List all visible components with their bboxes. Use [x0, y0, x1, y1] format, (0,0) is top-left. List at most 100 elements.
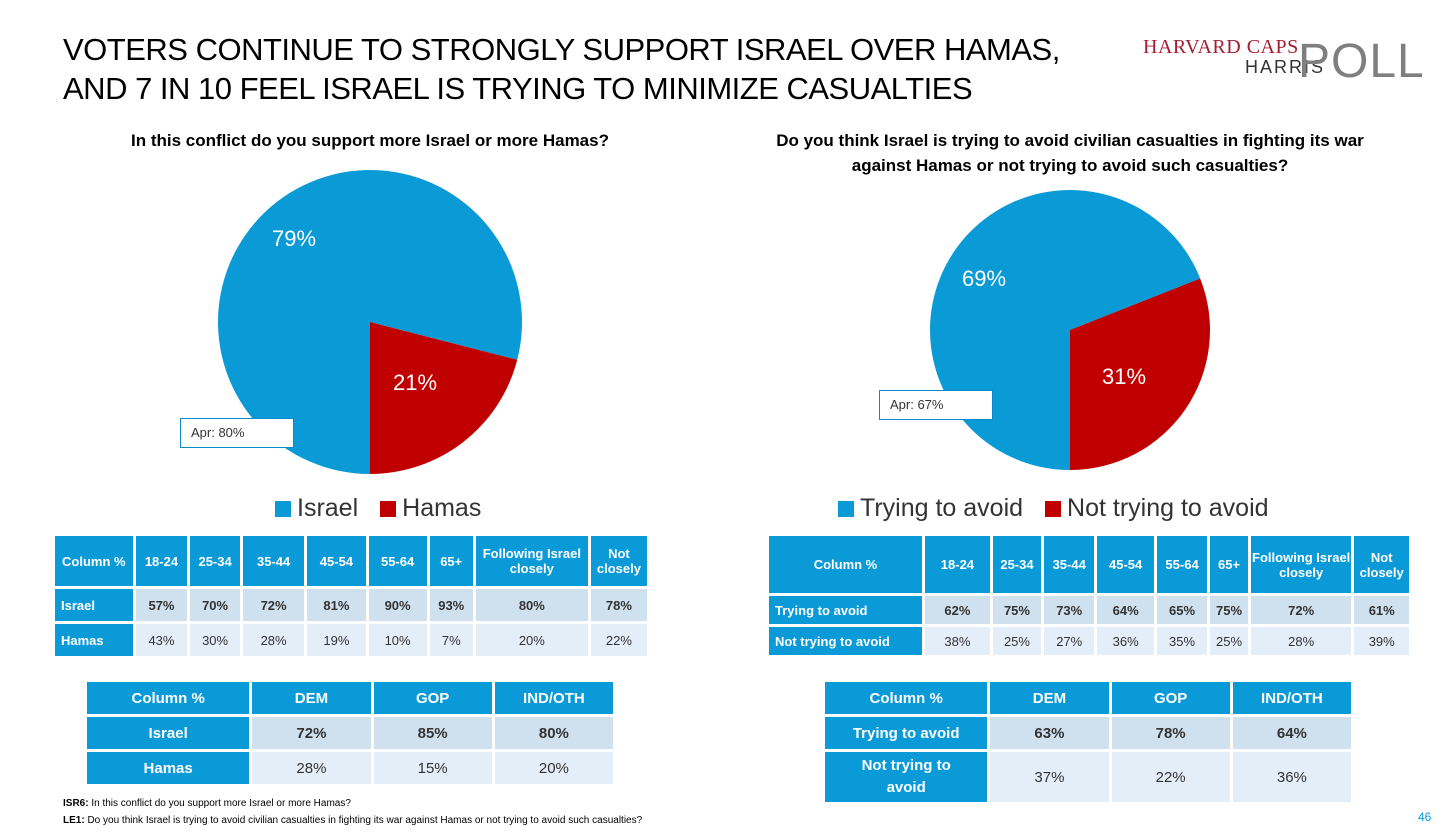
table-row: Hamas 43% 30% 28% 19% 10% 7% 20% 22%	[55, 624, 647, 656]
table-cell: 75%	[992, 596, 1042, 624]
table-header: 65+	[1210, 536, 1248, 593]
table-cell: 15%	[373, 752, 492, 784]
table-header: IND/OTH	[1232, 682, 1351, 714]
legend-label: Hamas	[402, 494, 482, 522]
table-cell: 64%	[1097, 596, 1154, 624]
table-cell: 61%	[1354, 596, 1409, 624]
table-cell: 72%	[242, 589, 305, 621]
table-cell: 27%	[1044, 627, 1095, 655]
row-label: Trying to avoid	[825, 717, 988, 749]
legend-label: Trying to avoid	[860, 494, 1024, 522]
footnote-code: LE1:	[63, 815, 85, 826]
table-header: DEM	[990, 682, 1109, 714]
table-header: 18-24	[924, 536, 990, 593]
table-cell: 90%	[368, 589, 427, 621]
table-row: Trying to avoid 62% 75% 73% 64% 65% 75% …	[769, 596, 1409, 624]
pie-slice-hamas	[370, 322, 518, 474]
pie-value-label: 79%	[272, 226, 316, 251]
table-header: 55-64	[1156, 536, 1208, 593]
table-row: Not trying to avoid 38% 25% 27% 36% 35% …	[769, 627, 1409, 655]
table-cell: 57%	[135, 589, 188, 621]
right-party-table: Column % DEM GOP IND/OTH Trying to avoid…	[822, 679, 1354, 805]
table-cell: 64%	[1232, 717, 1351, 749]
left-legend: Israel Hamas	[275, 494, 495, 523]
table-cell: 80%	[494, 717, 613, 749]
footnote-code: ISR6:	[63, 798, 89, 809]
table-cell: 43%	[135, 624, 188, 656]
page-title: VOTERS CONTINUE TO STRONGLY SUPPORT ISRA…	[63, 32, 1060, 106]
table-header: 25-34	[992, 536, 1042, 593]
table-cell: 25%	[1210, 627, 1248, 655]
table-header: 45-54	[307, 536, 366, 586]
table-cell: 78%	[1111, 717, 1230, 749]
table-cell: 80%	[475, 589, 588, 621]
table-cell: 10%	[368, 624, 427, 656]
table-cell: 78%	[590, 589, 647, 621]
table-cell: 37%	[990, 752, 1109, 802]
table-cell: 72%	[252, 717, 371, 749]
table-header-row: Column % 18-24 25-34 35-44 45-54 55-64 6…	[55, 536, 647, 586]
pie-slice-trying-to-avoid	[930, 190, 1201, 471]
row-label: Hamas	[55, 624, 133, 656]
row-label: Israel	[55, 589, 133, 621]
table-header-row: Column % 18-24 25-34 35-44 45-54 55-64 6…	[769, 536, 1409, 593]
table-cell: 30%	[190, 624, 240, 656]
support-pie-chart: 79% 21%	[218, 170, 522, 474]
table-header: Following Israel closely	[475, 536, 588, 586]
table-cell: 36%	[1232, 752, 1351, 802]
table-header: GOP	[1111, 682, 1230, 714]
table-header: Column %	[769, 536, 922, 593]
table-cell: 28%	[1250, 627, 1352, 655]
legend-item-not-trying: Not trying to avoid	[1045, 494, 1269, 523]
table-cell: 39%	[1354, 627, 1409, 655]
table-header: 65+	[429, 536, 473, 586]
table-header: Following Israel closely	[1250, 536, 1352, 593]
table-header: 55-64	[368, 536, 427, 586]
table-header: 18-24	[135, 536, 188, 586]
legend-label: Not trying to avoid	[1067, 494, 1269, 522]
logo-line-1: HARVARD CAPS	[1143, 36, 1299, 58]
legend-item-israel: Israel	[275, 494, 358, 523]
table-header: Column %	[55, 536, 133, 586]
table-header: GOP	[373, 682, 492, 714]
table-cell: 70%	[190, 589, 240, 621]
footnote-text: Do you think Israel is trying to avoid c…	[84, 815, 643, 826]
table-header: DEM	[252, 682, 371, 714]
pie-value-label: 69%	[962, 266, 1006, 291]
footnote-text: In this conflict do you support more Isr…	[88, 798, 351, 809]
table-header: 45-54	[1097, 536, 1154, 593]
logo-line-3: POLL	[1298, 35, 1425, 88]
table-cell: 20%	[494, 752, 613, 784]
table-cell: 81%	[307, 589, 366, 621]
row-label: Trying to avoid	[769, 596, 922, 624]
table-header: Not closely	[1354, 536, 1409, 593]
harvard-caps-harris-poll-logo: HARVARD CAPS HARRIS POLL	[1136, 35, 1436, 88]
table-row: Not trying to avoid 37% 22% 36%	[825, 752, 1351, 802]
pie-slice-not-trying-to-avoid	[1070, 278, 1210, 470]
row-label: Not trying to avoid	[825, 752, 988, 802]
table-row: Israel 57% 70% 72% 81% 90% 93% 80% 78%	[55, 589, 647, 621]
table-row: Trying to avoid 63% 78% 64%	[825, 717, 1351, 749]
table-cell: 65%	[1156, 596, 1208, 624]
table-cell: 73%	[1044, 596, 1095, 624]
footnote-isr6: ISR6: In this conflict do you support mo…	[63, 798, 351, 809]
page-number: 46	[1418, 810, 1432, 824]
table-cell: 63%	[990, 717, 1109, 749]
table-header: 35-44	[242, 536, 305, 586]
table-header: 35-44	[1044, 536, 1095, 593]
table-cell: 7%	[429, 624, 473, 656]
table-cell: 28%	[252, 752, 371, 784]
row-label: Hamas	[87, 752, 250, 784]
legend-swatch-red	[1045, 500, 1062, 517]
row-label: Not trying to avoid	[769, 627, 922, 655]
table-cell: 28%	[242, 624, 305, 656]
table-cell: 35%	[1156, 627, 1208, 655]
table-cell: 22%	[590, 624, 647, 656]
table-header-row: Column % DEM GOP IND/OTH	[87, 682, 613, 714]
table-header: Column %	[825, 682, 988, 714]
pie-value-label: 21%	[393, 370, 437, 395]
table-cell: 85%	[373, 717, 492, 749]
legend-label: Israel	[297, 494, 359, 522]
left-apr-annotation: Apr: 80%	[180, 418, 294, 448]
table-cell: 25%	[992, 627, 1042, 655]
